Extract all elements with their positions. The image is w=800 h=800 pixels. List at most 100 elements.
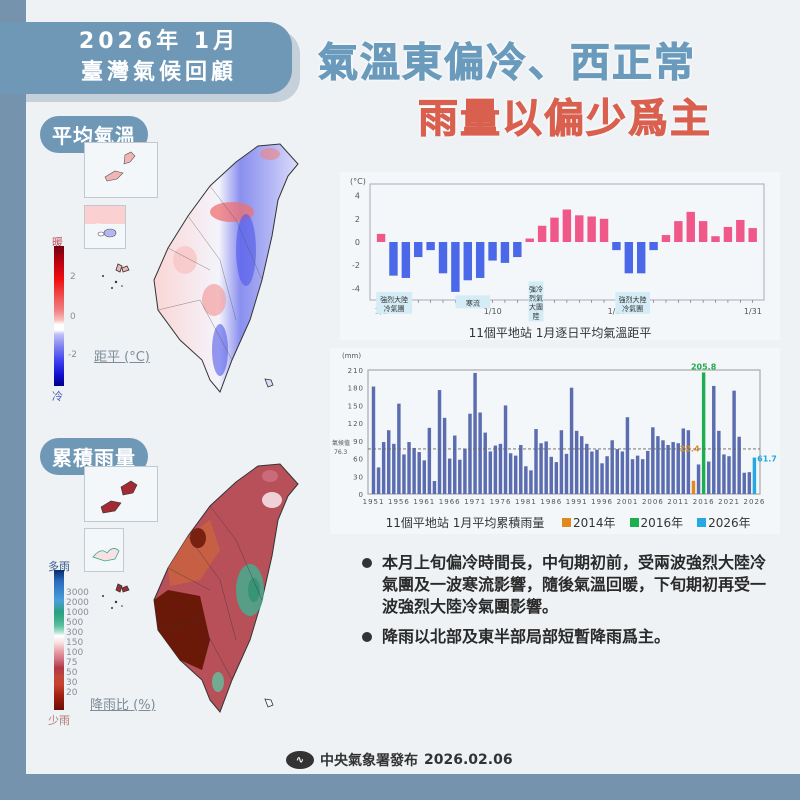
kinmen-island-shape-rain xyxy=(92,548,120,562)
rain-bar xyxy=(458,459,462,494)
rain-bar xyxy=(681,428,686,494)
event-annotation xyxy=(455,295,491,309)
rain-bar xyxy=(722,454,726,494)
event-annotation-text: 陸 xyxy=(533,311,540,320)
temp-bar xyxy=(537,225,547,242)
daily-temp-anomaly-chart: (°C)420-2-41/11/101/201/31強烈大陸冷氣團寒流強冷烈氣大… xyxy=(340,172,780,340)
rain-bar xyxy=(646,450,650,494)
cwa-logo-icon: ∿ xyxy=(286,751,314,769)
y-tick-label: 120 xyxy=(348,420,364,428)
rain-tick: 300 xyxy=(66,628,84,638)
temp-bar xyxy=(463,242,472,281)
rain-bar xyxy=(630,459,635,494)
rain-bar xyxy=(417,452,421,494)
reference-line-label: 氣候值 xyxy=(332,439,350,447)
summary-bullet-rainfall: 降雨以北部及東半部局部短暫降雨爲主。 xyxy=(360,626,780,648)
y-axis-unit: (°C) xyxy=(350,177,366,186)
y-axis-unit: (mm) xyxy=(342,352,361,360)
rain-bar xyxy=(412,447,416,494)
taiwan-temperature-anomaly-map xyxy=(153,143,299,393)
temp-bar xyxy=(698,221,708,242)
highlight-value-label: 61.7 xyxy=(757,455,777,464)
rain-bar xyxy=(686,430,691,494)
rain-tick: 50 xyxy=(66,668,78,678)
y-tick-label: -2 xyxy=(352,261,360,270)
rain-bar xyxy=(519,444,523,494)
rain-bar xyxy=(508,453,513,494)
headline-rainfall: 雨量以偏少爲主 xyxy=(418,96,712,143)
rain-bar xyxy=(640,459,645,494)
legend-label-2014: 2014年 xyxy=(573,516,616,530)
temp-chart-title: 11個平地站 1月逐日平均氣溫距平 xyxy=(468,326,652,340)
temp-bar xyxy=(475,242,485,278)
y-tick-label: 0 xyxy=(355,238,360,247)
temp-bar xyxy=(661,235,671,242)
rain-bar xyxy=(488,451,493,494)
rain-chart-legend: 2014年 2016年 2026年 xyxy=(562,514,751,531)
temp-bar xyxy=(674,221,683,242)
rain-bar xyxy=(392,443,396,494)
x-tick-label: 1951 xyxy=(363,498,385,506)
rain-bar xyxy=(595,449,599,494)
rain-bar xyxy=(620,451,625,494)
summary-bullet-temperature: 本月上旬偏冷時間長，中旬期初前，受兩波強烈大陸冷氣團及一波寒流影響，隨後氣溫回暖… xyxy=(360,552,780,618)
rain-bar xyxy=(610,440,614,494)
rain-bar xyxy=(625,417,630,494)
rain-bar xyxy=(651,427,655,494)
rain-bar xyxy=(529,470,533,494)
rain-bar xyxy=(544,441,548,494)
annual-rainfall-chart: (mm) 210 180 150 120 90 60 30 0 22.4 205.8 61.7 氣候值 7… xyxy=(330,348,780,534)
x-tick-label: 1/31 xyxy=(744,307,762,316)
rain-bar xyxy=(696,464,701,494)
header-band: 2026年 1月 臺灣氣候回顧 xyxy=(0,22,292,94)
y-tick-label: 2 xyxy=(355,215,360,224)
temp-bar xyxy=(389,242,398,276)
rain-bar xyxy=(427,427,432,494)
x-tick-label: 1971 xyxy=(464,498,486,506)
rain-bar xyxy=(524,466,528,494)
footer: ∿ 中央氣象署發布 2026.02.06 xyxy=(286,750,513,770)
legend-swatch-2026 xyxy=(697,518,707,527)
legend-wet-label: 多雨 xyxy=(48,560,70,573)
reference-line-value: 76.3 xyxy=(334,449,348,456)
rain-tick: 2000 xyxy=(66,598,89,608)
legend-swatch-2014 xyxy=(562,518,571,527)
penghu-islands-temperature xyxy=(102,263,130,289)
rain-bar xyxy=(498,443,503,494)
rain-tick: 500 xyxy=(66,618,84,628)
rainfall-color-legend xyxy=(54,570,64,710)
temp-bar xyxy=(686,211,695,242)
legend-item-2026: 2026年 xyxy=(697,514,751,531)
event-annotation xyxy=(615,291,650,314)
temp-bar xyxy=(451,242,460,292)
y-tick-label: -4 xyxy=(352,284,360,293)
x-tick-label: 1996 xyxy=(591,498,613,506)
rain-bar xyxy=(422,460,427,494)
temp-bar xyxy=(736,219,745,242)
event-annotation-text: 烈氣 xyxy=(529,293,543,302)
orchid-island-temperature xyxy=(264,378,274,388)
headline-temperature: 氣溫東偏冷、西正常 xyxy=(318,40,696,87)
matsu-island-shape-rain xyxy=(100,480,138,514)
rain-bar xyxy=(615,449,620,494)
rain-bar xyxy=(473,372,477,494)
rain-bar xyxy=(732,390,736,494)
rain-bar xyxy=(386,430,391,494)
rain-bar xyxy=(661,440,665,494)
rain-tick: 100 xyxy=(66,648,84,658)
rain-tick: 150 xyxy=(66,638,84,648)
rain-bar xyxy=(701,372,706,494)
temp-bar xyxy=(649,242,658,251)
temp-bar xyxy=(587,216,596,242)
rain-bar xyxy=(483,432,487,494)
rain-bar xyxy=(468,413,472,494)
event-annotation-text: 冷氣團 xyxy=(622,304,643,313)
temp-legend-tick-0: 0 xyxy=(70,312,76,322)
temp-bar xyxy=(636,242,646,274)
y-tick-label: 60 xyxy=(353,456,364,464)
legend-item-2014: 2014年 xyxy=(562,514,616,531)
event-annotation xyxy=(528,281,544,322)
rain-bar xyxy=(717,430,721,494)
rainfall-bars: (mm)210180150120906030022.4205.861.7氣候值7… xyxy=(332,352,777,506)
temp-anomaly-bars: (°C)420-2-41/11/101/201/31強烈大陸冷氣團寒流強冷烈氣大… xyxy=(350,177,765,322)
